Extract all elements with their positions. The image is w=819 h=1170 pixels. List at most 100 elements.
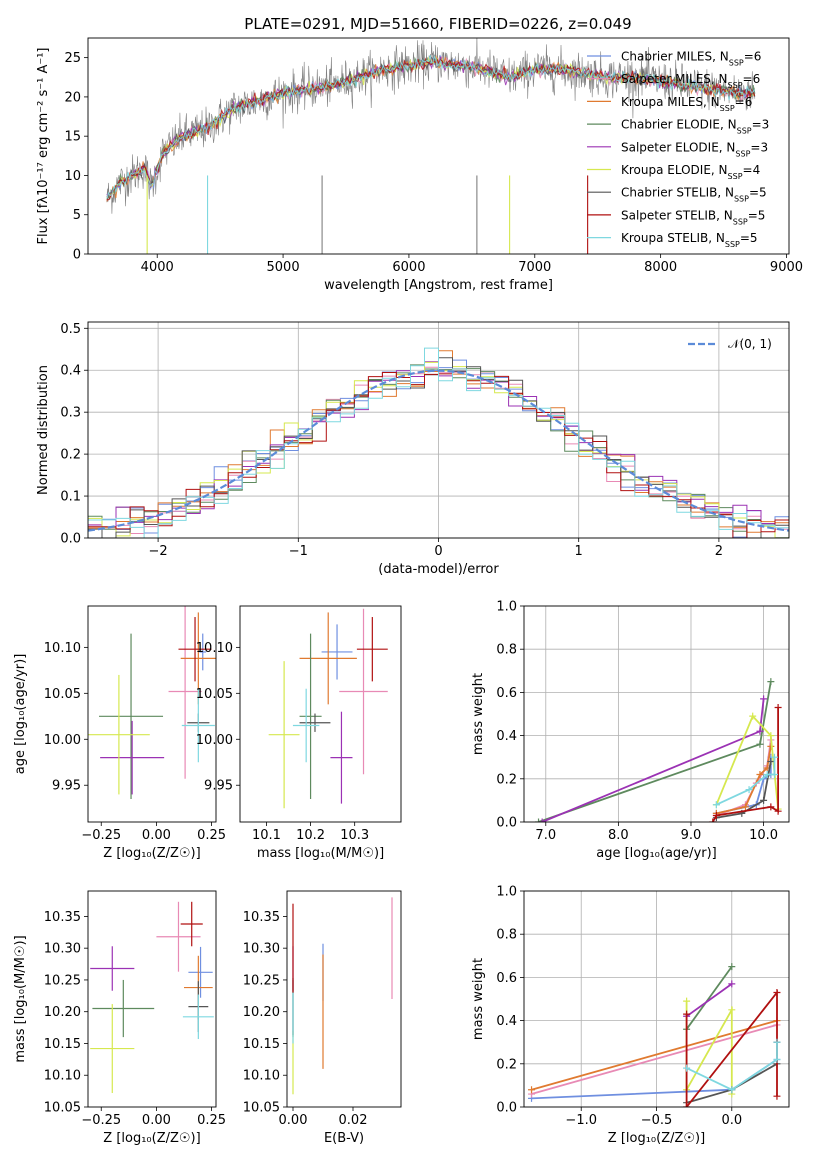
chart-age-vs-Z: −0.25 0.00 0.25 9.95 10.00 10.05 10.10 Z [log₁₀… xyxy=(13,605,226,861)
x-axis-label: Z [log₁₀(Z/Z☉)] xyxy=(608,1131,705,1146)
legend-label: Kroupa ELODIE, NSSP=4 xyxy=(621,163,760,181)
x-tick-label: 1 xyxy=(575,544,583,559)
y-tick-label: 0.2 xyxy=(496,1057,517,1072)
weight-marker xyxy=(712,812,720,820)
x-axis-label: wavelength [Angstrom, rest frame] xyxy=(324,278,553,293)
x-tick-label: 6000 xyxy=(392,260,425,275)
plot-area-weight-vs-Z xyxy=(528,963,781,1107)
y-tick-label: 10.35 xyxy=(44,910,81,925)
y-tick-label: 0.8 xyxy=(496,643,517,658)
y-tick-label: 0.0 xyxy=(496,1101,517,1116)
x-tick-label: 7.0 xyxy=(535,828,556,843)
weight-marker xyxy=(767,758,775,766)
legend-label: Chabrier ELODIE, NSSP=3 xyxy=(621,118,769,136)
y-tick-label: 1.0 xyxy=(496,600,517,615)
y-tick-label: 20 xyxy=(64,90,81,105)
y-tick-label: 1.0 xyxy=(496,885,517,900)
y-tick-label: 0.6 xyxy=(496,686,517,701)
weight-marker xyxy=(767,803,775,811)
spectrum-model-line xyxy=(106,56,756,200)
y-tick-label: 0.4 xyxy=(496,729,517,744)
x-tick-label: −1.0 xyxy=(565,1113,597,1128)
y-tick-label: 10.10 xyxy=(44,641,81,656)
spectrum-model-line xyxy=(106,54,756,199)
weight-marker xyxy=(683,997,691,1005)
y-tick-label: 0 xyxy=(73,248,81,263)
y-tick-label: 0.0 xyxy=(60,532,81,547)
weight-marker xyxy=(749,712,757,720)
x-axis-label: Z [log₁₀(Z/Z☉)] xyxy=(103,1131,200,1146)
y-tick-label: 0.3 xyxy=(60,406,81,421)
weight-marker xyxy=(773,1038,781,1046)
weight-line xyxy=(686,983,733,1018)
x-tick-label: 0 xyxy=(434,544,442,559)
x-tick-label: 9000 xyxy=(770,260,803,275)
weight-marker xyxy=(683,1010,691,1018)
y-tick-label: 0.8 xyxy=(496,928,517,943)
legend-label: 𝒩(0, 1) xyxy=(728,337,772,351)
y-tick-label: 0.2 xyxy=(60,448,81,463)
weight-marker xyxy=(728,1086,736,1094)
y-tick-label: 10.05 xyxy=(243,1101,280,1116)
x-tick-label: 7000 xyxy=(518,260,551,275)
weight-marker xyxy=(728,980,736,988)
weight-marker xyxy=(760,796,768,804)
axes-frame xyxy=(523,605,790,823)
y-axis-label: age [log₁₀(age/yr)] xyxy=(13,654,28,775)
x-tick-label: 10.1 xyxy=(252,828,281,843)
axes-frame xyxy=(87,321,790,539)
y-tick-label: 10.20 xyxy=(44,1005,81,1020)
y-tick-label: 0.1 xyxy=(60,490,81,505)
y-tick-label: 0.6 xyxy=(496,971,517,986)
x-axis-label: Z [log₁₀(Z/Z☉)] xyxy=(103,846,200,861)
x-axis-label: E(B-V) xyxy=(324,1131,364,1146)
weight-line xyxy=(531,1019,778,1091)
y-tick-label: 10.05 xyxy=(44,1101,81,1116)
y-tick-label: 10.15 xyxy=(243,1037,280,1052)
x-tick-label: 0.00 xyxy=(142,828,171,843)
plot-area-weight-vs-age xyxy=(535,678,782,822)
chart-residuals: −2 −1 0 1 2 0.0 0.1 0.2 0.3 0.4 0.5 (data-model)/er… xyxy=(36,321,790,577)
legend-label: Chabrier STELIB, NSSP=5 xyxy=(621,186,767,204)
y-tick-label: 10.00 xyxy=(196,733,233,748)
weight-marker xyxy=(773,1092,781,1100)
weight-marker xyxy=(756,727,764,735)
axes-frame xyxy=(523,890,790,1108)
x-tick-label: −0.25 xyxy=(81,828,121,843)
normal-reference-curve xyxy=(88,369,789,532)
y-tick-label: 10.10 xyxy=(196,641,233,656)
y-axis-label: mass weight xyxy=(471,673,486,755)
x-axis-label: age [log₁₀(age/yr)] xyxy=(596,846,717,861)
legend-label: Salpeter MILES, NSSP=6 xyxy=(621,72,760,90)
page-title: PLATE=0291, MJD=51660, FIBERID=0226, z=0… xyxy=(244,15,631,33)
chart-age-vs-mass: 10.1 10.2 10.3 9.95 10.00 10.05 10.10 mass [log… xyxy=(196,605,402,861)
y-tick-label: 9.95 xyxy=(52,779,81,794)
x-tick-label: 2 xyxy=(715,544,723,559)
y-tick-label: 10.15 xyxy=(44,1037,81,1052)
x-tick-label: 0.25 xyxy=(197,1113,226,1128)
y-tick-label: 10 xyxy=(64,169,81,184)
axes-frame xyxy=(87,890,217,1108)
plot-area-age-vs-mass xyxy=(268,608,388,809)
y-tick-label: 0.4 xyxy=(60,364,81,379)
y-tick-label: 10.05 xyxy=(196,687,233,702)
y-tick-label: 10.20 xyxy=(243,1005,280,1020)
plot-area-age-vs-Z xyxy=(88,606,216,800)
x-tick-label: 0.00 xyxy=(142,1113,171,1128)
y-tick-label: 0.2 xyxy=(496,772,517,787)
y-axis-label: mass [log₁₀(M/M☉)] xyxy=(13,935,28,1062)
weight-marker xyxy=(745,786,753,794)
weight-marker xyxy=(728,963,736,971)
legend-label: Salpeter ELODIE, NSSP=3 xyxy=(621,140,768,158)
weight-marker xyxy=(763,770,771,778)
y-tick-label: 0.4 xyxy=(496,1014,517,1029)
x-tick-label: 9.0 xyxy=(681,828,702,843)
legend-label: Salpeter STELIB, NSSP=5 xyxy=(621,208,765,226)
x-axis-label: (data-model)/error xyxy=(378,562,499,577)
y-axis-label: mass weight xyxy=(471,958,486,1040)
x-tick-label: −0.5 xyxy=(641,1113,673,1128)
weight-marker xyxy=(683,1064,691,1072)
weight-marker xyxy=(535,818,543,822)
x-tick-label: 4000 xyxy=(141,260,174,275)
weight-marker xyxy=(528,1086,536,1094)
